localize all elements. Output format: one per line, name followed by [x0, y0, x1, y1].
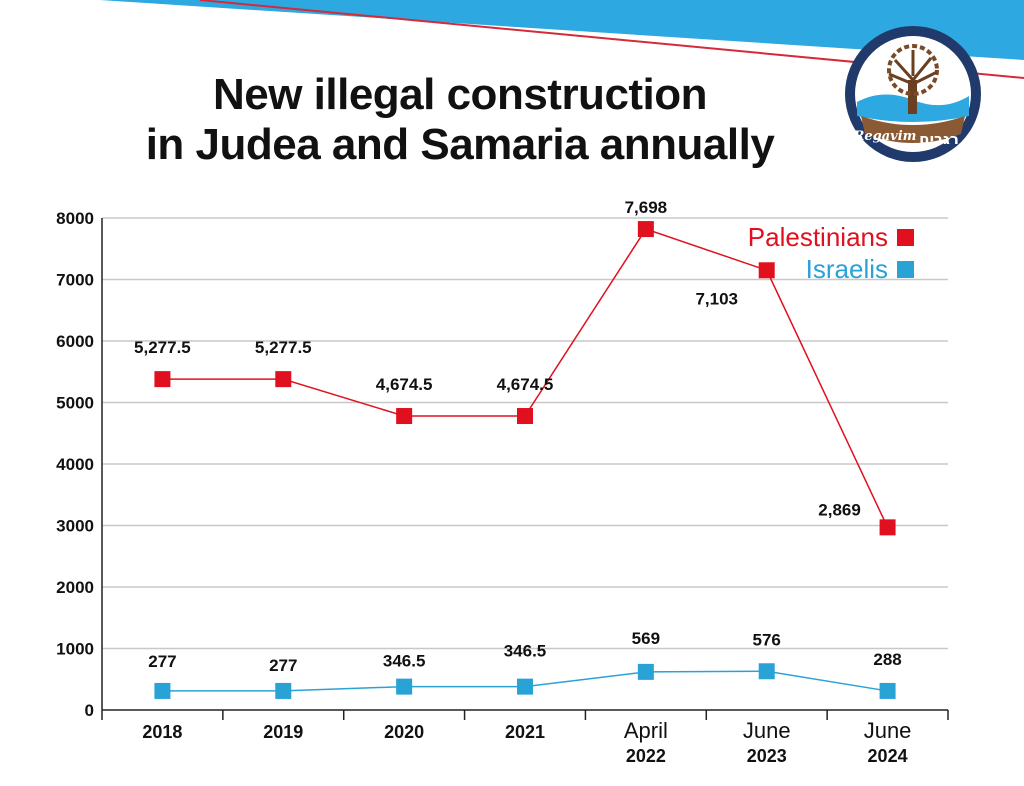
data-point-palestinians — [637, 221, 654, 238]
chart-title-line-2: in Judea and Samaria annually — [145, 120, 775, 169]
logo-text-latin: Regavim — [853, 129, 917, 144]
data-label-israelis: 277 — [269, 656, 297, 675]
data-label-israelis: 569 — [632, 629, 660, 648]
data-label-israelis: 277 — [148, 652, 176, 671]
x-tick-label: April — [624, 718, 668, 743]
data-point-israelis — [275, 682, 292, 699]
data-label-israelis: 346.5 — [383, 652, 426, 671]
data-point-israelis — [154, 682, 171, 699]
data-point-palestinians — [154, 371, 171, 388]
y-tick-label: 8000 — [56, 209, 94, 228]
x-tick-label: 2024 — [868, 746, 908, 766]
y-tick-label: 5000 — [56, 394, 94, 413]
data-point-palestinians — [758, 262, 775, 279]
y-tick-label: 6000 — [56, 332, 94, 351]
x-tick-label: June — [743, 718, 791, 743]
y-tick-label: 2000 — [56, 578, 94, 597]
y-tick-label: 3000 — [56, 517, 94, 536]
data-point-israelis — [879, 682, 896, 699]
x-tick-label: 2021 — [505, 722, 545, 742]
data-label-palestinians: 2,869 — [818, 500, 861, 519]
legend-label: Palestinians — [748, 222, 888, 252]
x-tick-label: 2020 — [384, 722, 424, 742]
data-point-palestinians — [517, 408, 533, 425]
data-label-palestinians: 5,277.5 — [255, 338, 312, 357]
chart-title-line-1: New illegal construction — [212, 70, 708, 119]
x-tick-label: 2018 — [142, 722, 182, 742]
tree-canopy-icon — [887, 44, 939, 96]
data-point-israelis — [758, 663, 775, 680]
data-label-palestinians: 7,103 — [695, 289, 738, 308]
data-label-israelis: 576 — [753, 630, 781, 649]
x-tick-label: 2019 — [263, 722, 303, 742]
y-tick-label: 7000 — [56, 271, 94, 290]
data-label-israelis: 288 — [873, 650, 901, 669]
legend-marker — [897, 229, 914, 246]
legend-label: Israelis — [806, 254, 888, 284]
data-label-palestinians: 4,674.5 — [497, 375, 554, 394]
logo-text-hebrew: רגבים — [919, 130, 959, 148]
data-point-israelis — [637, 663, 654, 680]
y-tick-label: 4000 — [56, 455, 94, 474]
banner-blue-band — [100, 0, 1024, 60]
x-tick-label: June — [864, 718, 912, 743]
data-point-palestinians — [879, 519, 896, 536]
data-label-palestinians: 5,277.5 — [134, 338, 191, 357]
data-point-palestinians — [396, 408, 413, 425]
y-tick-label: 1000 — [56, 640, 94, 659]
data-label-palestinians: 7,698 — [625, 198, 668, 217]
data-point-israelis — [396, 678, 413, 695]
data-point-palestinians — [275, 371, 292, 388]
y-tick-label: 0 — [85, 701, 94, 720]
regavim-logo: רגבים Regavim — [845, 26, 981, 162]
x-tick-label: 2023 — [747, 746, 787, 766]
data-label-palestinians: 4,674.5 — [376, 375, 433, 394]
data-point-israelis — [517, 678, 533, 695]
chart-title: New illegal construction in Judea and Sa… — [60, 70, 860, 170]
data-label-israelis: 346.5 — [504, 642, 547, 661]
legend-marker — [897, 261, 914, 278]
x-tick-label: 2022 — [626, 746, 666, 766]
